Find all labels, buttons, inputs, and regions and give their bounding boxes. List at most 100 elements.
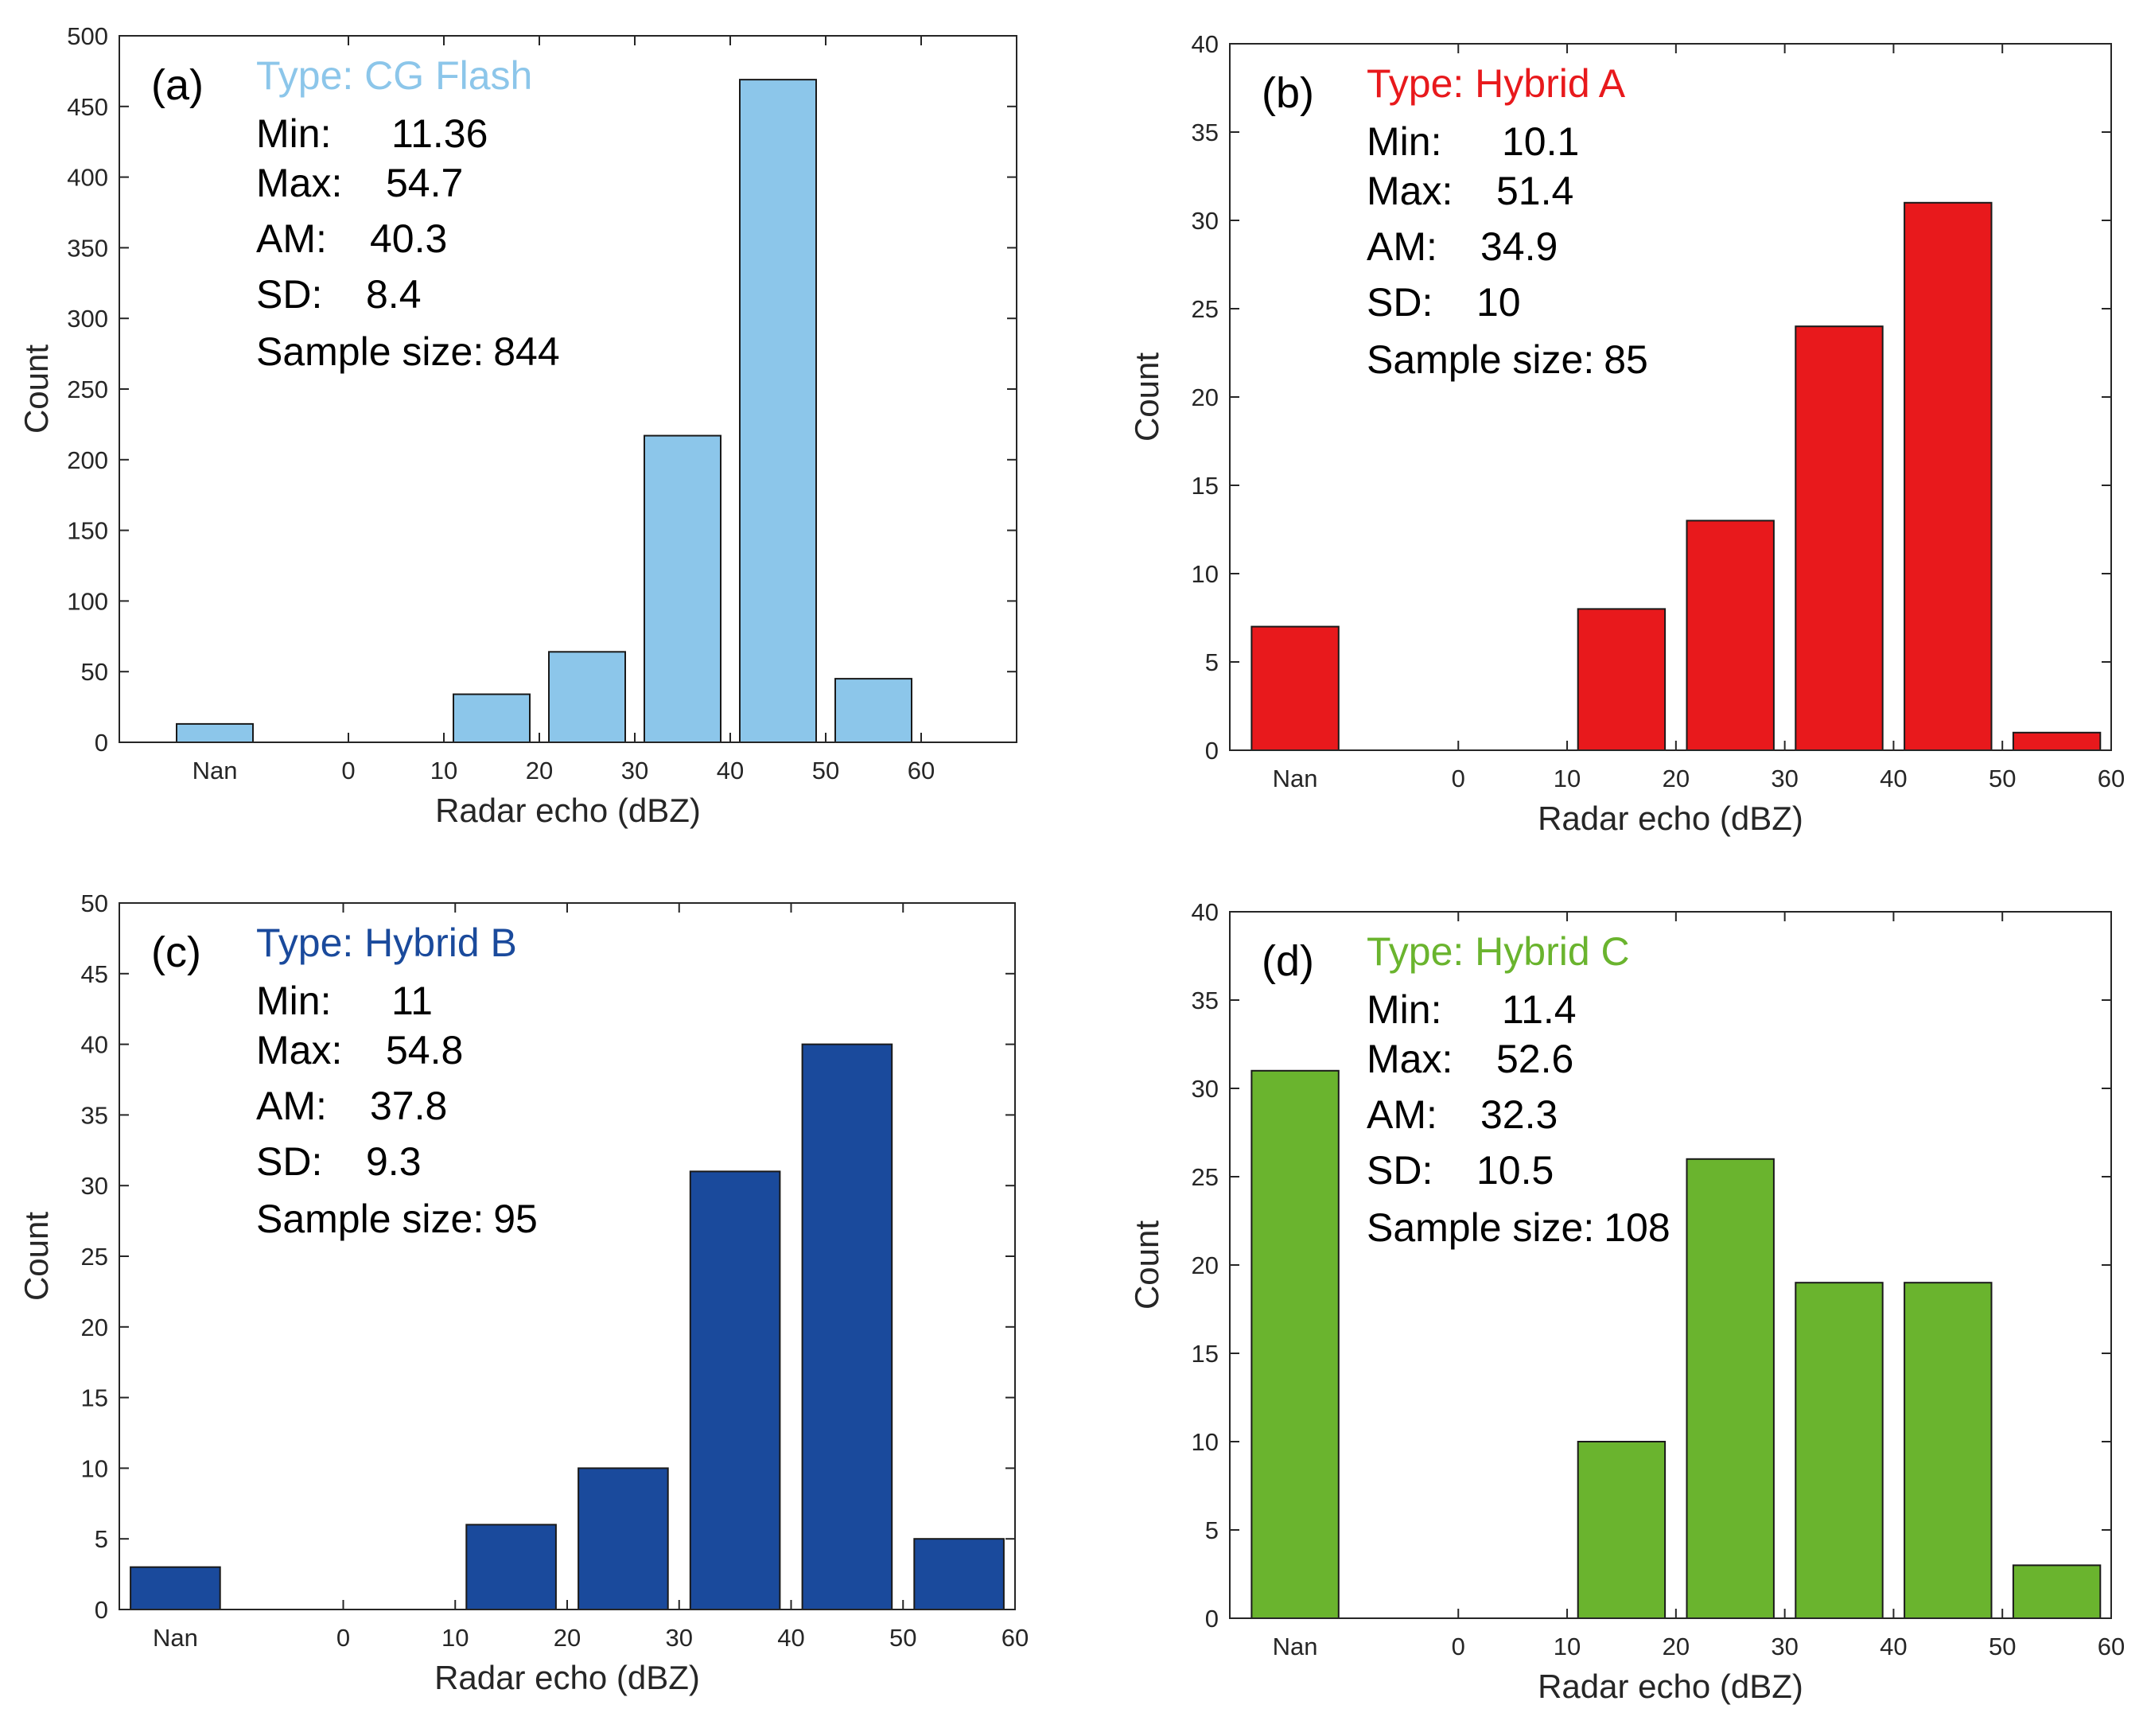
chart-panel-a: 0 50 100 150 200 250 300 350 400 450 500 0 10 20 30 40 5… xyxy=(18,22,1017,829)
bar-30-40 xyxy=(1795,325,1884,751)
x-tick-label: 30 xyxy=(1771,1633,1798,1660)
y-tick-label: 30 xyxy=(1192,1075,1219,1103)
y-axis-label: Count xyxy=(18,344,55,434)
x-tick-label: 60 xyxy=(908,757,935,784)
x-tick-label: 60 xyxy=(2098,1633,2125,1660)
stat-label: SD: xyxy=(1367,280,1433,325)
y-tick-label: 15 xyxy=(1192,1340,1219,1368)
y-tick-label: 0 xyxy=(95,1596,108,1624)
y-tick-label: 5 xyxy=(1205,648,1219,676)
x-tick-label: 20 xyxy=(1663,765,1690,792)
stat-label: SD: xyxy=(256,1139,322,1184)
y-tick-label: 100 xyxy=(67,587,108,615)
y-tick-label: 40 xyxy=(1192,898,1219,926)
y-tick-label: 150 xyxy=(67,517,108,545)
stat-value: 11 xyxy=(391,979,433,1023)
y-tick-label: 15 xyxy=(1192,472,1219,500)
bar-50-60 xyxy=(913,1538,1005,1610)
bar-10-20 xyxy=(465,1524,557,1611)
x-tick-label: 20 xyxy=(1663,1633,1690,1660)
x-tick-label: 10 xyxy=(1554,1633,1581,1660)
x-tick-label: 10 xyxy=(441,1624,469,1652)
bar-50-60 xyxy=(2012,1564,2102,1620)
y-tick-label: 250 xyxy=(67,376,108,403)
stat-value: 34.9 xyxy=(1480,224,1558,269)
type-title: Type: Hybrid B xyxy=(256,921,517,965)
y-tick-label: 10 xyxy=(81,1454,108,1482)
y-tick-label: 25 xyxy=(81,1243,108,1271)
bar-30-40 xyxy=(689,1170,781,1610)
y-tick-label: 300 xyxy=(67,305,108,333)
stat-value: 108 xyxy=(1604,1205,1670,1250)
stat-value: 95 xyxy=(493,1197,538,1241)
y-tick-label: 20 xyxy=(1192,1251,1219,1279)
stat-label: Sample size: xyxy=(256,1197,484,1241)
type-title: Type: CG Flash xyxy=(256,53,532,98)
stat-value: 32.3 xyxy=(1480,1092,1558,1137)
bar-10-20 xyxy=(1577,608,1667,752)
x-tick-label: 60 xyxy=(2098,765,2125,792)
x-tick-label: 50 xyxy=(1989,1633,2016,1660)
stat-value: 8.4 xyxy=(366,272,422,317)
y-tick-label: 35 xyxy=(1192,987,1219,1014)
stat-label: Sample size: xyxy=(1367,337,1594,382)
x-tick-label: 50 xyxy=(889,1624,916,1652)
bar-nan xyxy=(1250,625,1340,751)
stat-value: 844 xyxy=(493,329,559,374)
x-tick-label-nan: Nan xyxy=(153,1624,198,1652)
bar-20-30 xyxy=(548,651,626,743)
stat-label: SD: xyxy=(256,272,322,317)
y-tick-label: 5 xyxy=(1205,1516,1219,1544)
stat-value: 54.8 xyxy=(386,1028,463,1072)
type-title: Type: Hybrid A xyxy=(1367,61,1626,106)
y-tick-label: 30 xyxy=(1192,207,1219,235)
x-tick-label: 30 xyxy=(1771,765,1798,792)
panel-letter: (b) xyxy=(1262,69,1314,117)
bar-nan xyxy=(176,722,254,744)
y-tick-label: 25 xyxy=(1192,1163,1219,1191)
x-tick-label: 0 xyxy=(1452,765,1465,792)
bar-30-40 xyxy=(644,434,721,743)
stat-label: Max: xyxy=(1367,1037,1453,1081)
y-tick-label: 500 xyxy=(67,22,108,50)
stat-value: 10.1 xyxy=(1502,119,1579,164)
x-tick-label: 40 xyxy=(1880,1633,1907,1660)
y-tick-label: 30 xyxy=(81,1172,108,1200)
stat-value: 40.3 xyxy=(370,216,447,261)
x-tick-label: 50 xyxy=(812,757,839,784)
stat-value: 51.4 xyxy=(1496,169,1573,213)
y-tick-label: 0 xyxy=(95,729,108,757)
x-tick-label-nan: Nan xyxy=(193,757,238,784)
bar-20-30 xyxy=(578,1467,669,1611)
stat-value: 52.6 xyxy=(1496,1037,1573,1081)
x-axis-label: Radar echo (dBZ) xyxy=(435,792,701,829)
stat-label: AM: xyxy=(256,216,327,261)
y-tick-label: 0 xyxy=(1205,1605,1219,1633)
y-tick-label: 20 xyxy=(81,1314,108,1341)
y-axis-label: Count xyxy=(18,1212,55,1301)
chart-panel-d: 0 5 10 15 20 25 30 35 40 0 10 20 30 40 50 60 Nan Radar ec… xyxy=(1128,898,2125,1705)
y-tick-label: 25 xyxy=(1192,295,1219,323)
y-tick-label: 50 xyxy=(81,658,108,686)
x-tick-label-nan: Nan xyxy=(1273,1633,1318,1660)
x-tick-label: 0 xyxy=(341,757,355,784)
stat-label: AM: xyxy=(1367,1092,1437,1137)
chart-panel-c: 0 5 10 15 20 25 30 35 40 45 50 0 10 20 30 40 50 60 Nan Rada… xyxy=(18,889,1029,1696)
y-tick-label: 5 xyxy=(95,1525,108,1553)
bar-20-30 xyxy=(1686,1158,1775,1620)
stat-label: SD: xyxy=(1367,1148,1433,1193)
stat-label: Min: xyxy=(256,979,331,1023)
type-title: Type: Hybrid C xyxy=(1367,929,1630,974)
bar-10-20 xyxy=(1577,1441,1667,1619)
stat-label: AM: xyxy=(1367,224,1437,269)
bar-40-50 xyxy=(801,1043,893,1610)
x-tick-label: 20 xyxy=(554,1624,581,1652)
y-tick-label: 20 xyxy=(1192,383,1219,411)
panel-letter: (c) xyxy=(151,928,201,976)
y-tick-label: 10 xyxy=(1192,1428,1219,1456)
x-axis-label: Radar echo (dBZ) xyxy=(1538,800,1803,837)
bar-40-50 xyxy=(1904,1282,1993,1619)
chart-panel-b: 0 5 10 15 20 25 30 35 40 0 10 20 30 40 50 60 Nan Radar ec… xyxy=(1128,30,2125,837)
